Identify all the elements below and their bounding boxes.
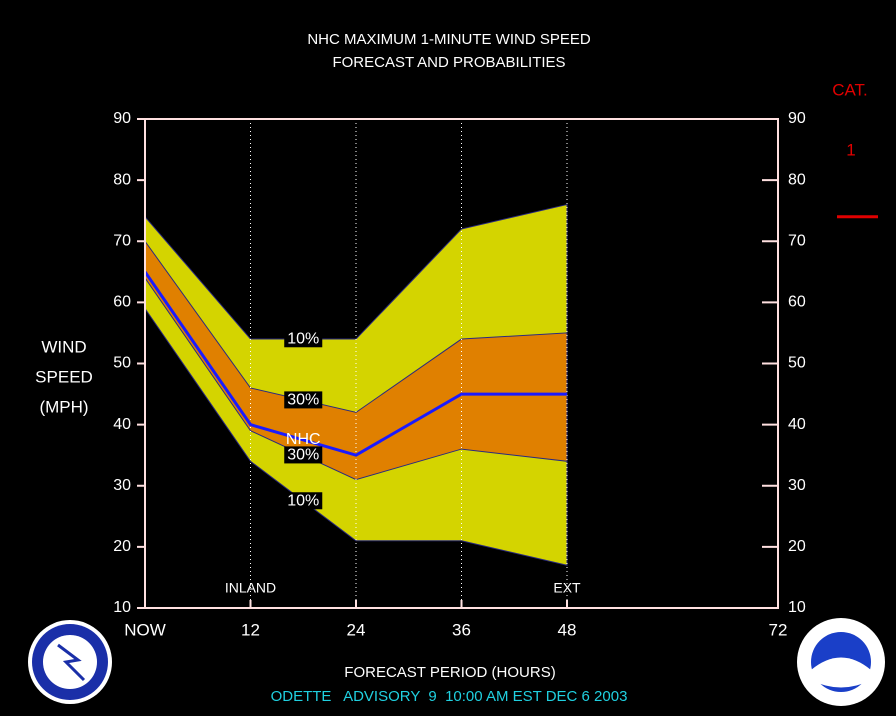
chart-title: NHC MAXIMUM 1-MINUTE WIND SPEED — [307, 31, 591, 48]
band-label-box — [284, 492, 323, 510]
band-label-box — [284, 330, 323, 348]
band-label-text: 10% — [287, 330, 319, 347]
x-axis-label: FORECAST PERIOD (HOURS) — [344, 664, 555, 681]
y-tick-label: 60 — [113, 294, 131, 311]
y2-tick-label: 20 — [788, 538, 806, 555]
band-label: 10% — [284, 330, 323, 348]
band-label: 10% — [284, 492, 323, 510]
y-tick-label: 50 — [113, 355, 131, 372]
x-tick-label: 12 — [241, 620, 260, 639]
band-label-text: 30% — [287, 446, 319, 463]
y-axis-label: WIND — [41, 337, 86, 356]
y-axis-label: (MPH) — [39, 397, 88, 416]
y-axis-label: SPEED — [35, 367, 93, 386]
y2-tick-label: 90 — [788, 110, 806, 127]
y-tick-label: 80 — [113, 171, 131, 188]
nws-logo — [28, 620, 112, 704]
y2-tick-label: 80 — [788, 171, 806, 188]
y-tick-label: 20 — [113, 538, 131, 555]
y-tick-label: 70 — [113, 232, 131, 249]
y-tick-label: 40 — [113, 416, 131, 433]
band-label-box — [284, 391, 323, 409]
category-value: 1 — [846, 140, 855, 159]
footer: ODETTE ADVISORY 9 10:00 AM EST DEC 6 200… — [271, 688, 628, 705]
band-label: 30% — [284, 446, 323, 464]
x-tick-label: 36 — [452, 620, 471, 639]
x-tick-label: 72 — [769, 620, 788, 639]
forecast-line — [143, 270, 567, 457]
marker-label: EXT — [553, 580, 581, 596]
y2-tick-label: 70 — [788, 232, 806, 249]
chart-subtitle: FORECAST AND PROBABILITIES — [332, 54, 565, 71]
band-label: 30% — [284, 391, 323, 409]
marker-label: INLAND — [225, 580, 276, 596]
x-tick-label: 48 — [558, 620, 577, 639]
x-tick-label: 24 — [347, 620, 366, 639]
band-label-text: 10% — [287, 492, 319, 509]
logo-bolt — [57, 643, 86, 682]
noaa-logo — [797, 618, 885, 706]
x-tick-label: NOW — [124, 620, 166, 639]
series-label: NHC — [286, 431, 321, 448]
y2-tick-label: 40 — [788, 416, 806, 433]
band-label-text: 30% — [287, 391, 319, 408]
logo-wave — [811, 657, 871, 688]
y-tick-label: 30 — [113, 477, 131, 494]
band-label-box — [284, 446, 323, 464]
y2-tick-label: 50 — [788, 355, 806, 372]
y2-tick-label: 10 — [788, 599, 806, 616]
y-tick-label: 90 — [113, 110, 131, 127]
category-label: CAT. — [832, 80, 868, 99]
y-tick-label: 10 — [113, 599, 131, 616]
y2-tick-label: 30 — [788, 477, 806, 494]
y2-tick-label: 60 — [788, 294, 806, 311]
